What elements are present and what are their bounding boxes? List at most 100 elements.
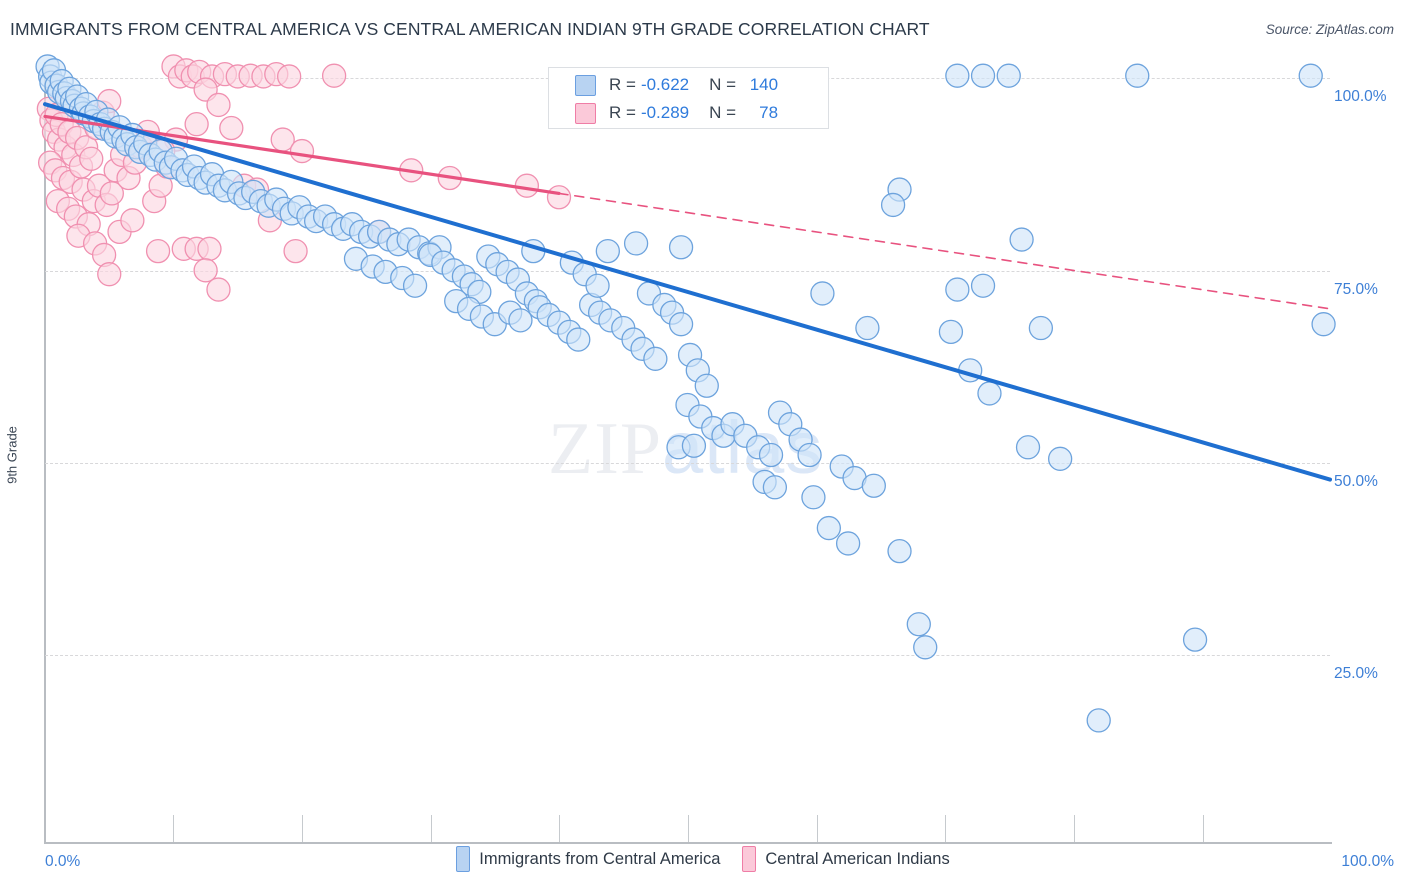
- scatter-point: [623, 231, 649, 256]
- scatter-point: [861, 473, 886, 498]
- stats-legend: R = -0.622 N = 140 R = -0.289 N = 78: [548, 67, 829, 129]
- scatter-point: [1298, 63, 1323, 88]
- series-legend-item-indians[interactable]: Central American Indians: [742, 846, 950, 872]
- x-axis-line: [44, 842, 1332, 844]
- gridline-25: [45, 655, 1330, 656]
- scatter-point: [945, 63, 970, 88]
- source-attribution: Source: ZipAtlas.com: [1265, 22, 1394, 37]
- series-swatch-blue-icon: [456, 846, 471, 872]
- n-value-blue: 140: [749, 75, 779, 94]
- y-axis-label: 9th Grade: [4, 426, 20, 484]
- scatter-point: [276, 64, 302, 89]
- scatter-point: [514, 173, 540, 198]
- scatter-point: [758, 442, 784, 468]
- scatter-point: [906, 612, 931, 637]
- scatter-point: [585, 273, 610, 298]
- r-label-blue: R =: [609, 75, 636, 94]
- scatter-point: [816, 515, 841, 541]
- y-tick-75: 75.0%: [1334, 281, 1378, 298]
- y-tick-100: 100.0%: [1334, 88, 1387, 105]
- scatter-point: [184, 112, 209, 137]
- legend-swatch-blue-icon: [575, 74, 596, 96]
- scatter-point: [913, 635, 938, 660]
- scatter-point: [595, 238, 620, 264]
- r-value-pink: -0.289: [640, 103, 690, 122]
- scatter-point: [402, 273, 428, 298]
- scatter-point: [546, 185, 572, 210]
- x-tick-60: [817, 815, 818, 842]
- x-tick-70: [945, 815, 946, 842]
- y-axis-line: [44, 62, 46, 843]
- y-tick-25: 25.0%: [1334, 665, 1378, 682]
- x-tick-40: [559, 815, 560, 842]
- scatter-point: [120, 208, 145, 233]
- scatter-point: [193, 258, 218, 283]
- scatter-point: [1015, 435, 1041, 460]
- scatter-point: [996, 63, 1021, 88]
- gridline-50: [45, 463, 1330, 464]
- page-title: IMMIGRANTS FROM CENTRAL AMERICA VS CENTR…: [10, 19, 930, 39]
- legend-swatch-pink-icon: [575, 102, 596, 124]
- x-tick-20: [302, 815, 303, 842]
- x-tick-10: [173, 815, 174, 842]
- n-label-blue: N =: [709, 75, 737, 94]
- scatter-point: [206, 92, 231, 118]
- series-legend-label-immigrants: Immigrants from Central America: [479, 849, 721, 868]
- trendline-blue: [43, 102, 1332, 482]
- scatter-point: [1009, 227, 1034, 252]
- x-tick-30: [431, 815, 432, 842]
- scatter-point: [99, 181, 124, 206]
- scatter-point: [762, 475, 788, 500]
- scatter-point: [508, 308, 533, 333]
- scatter-point: [321, 63, 347, 88]
- scatter-point: [643, 346, 668, 371]
- scatter-points-layer: [35, 54, 1336, 733]
- scatter-point: [797, 442, 822, 468]
- x-tick-80: [1074, 815, 1075, 842]
- series-legend-label-indians: Central American Indians: [765, 849, 950, 868]
- stats-legend-row-blue: R = -0.622 N = 140: [549, 71, 830, 99]
- scatter-point: [97, 262, 122, 287]
- scatter-point: [289, 138, 315, 164]
- scatter-point: [945, 277, 970, 302]
- trendline-pink-extension: [558, 192, 1331, 310]
- scatter-point: [801, 485, 826, 510]
- scatter-point: [206, 277, 231, 302]
- scatter-point: [1125, 63, 1150, 88]
- y-tick-50: 50.0%: [1334, 473, 1378, 490]
- scatter-point: [855, 315, 880, 341]
- scatter-point: [668, 312, 694, 337]
- r-value-blue: -0.622: [640, 75, 690, 94]
- scatter-point: [810, 281, 835, 306]
- x-tick-label-end: 100.0%: [1341, 853, 1394, 870]
- plot-area: [35, 54, 1336, 842]
- scatter-point: [79, 146, 104, 171]
- scatter-point: [887, 538, 912, 564]
- series-legend: Immigrants from Central America Central …: [0, 846, 1406, 872]
- scatter-point: [977, 381, 1002, 406]
- scatter-point: [668, 235, 694, 260]
- series-legend-item-immigrants[interactable]: Immigrants from Central America: [456, 846, 720, 872]
- scatter-point: [197, 236, 222, 261]
- x-tick-50: [688, 815, 689, 842]
- scatter-point: [145, 238, 171, 264]
- scatter-point: [694, 373, 719, 398]
- scatter-point: [681, 433, 707, 458]
- scatter-point: [1086, 708, 1111, 733]
- series-swatch-pink-icon: [742, 846, 757, 872]
- scatter-point: [835, 531, 861, 556]
- scatter-point: [1028, 315, 1054, 341]
- scatter-point: [1048, 446, 1073, 471]
- x-tick-90: [1203, 815, 1204, 842]
- scatter-point: [970, 63, 996, 88]
- scatter-point: [970, 273, 996, 298]
- scatter-point: [283, 238, 308, 264]
- x-tick-label-start: 0.0%: [45, 853, 81, 870]
- series-points-immigrants: [35, 54, 1336, 733]
- scatter-point: [938, 319, 964, 345]
- stats-legend-row-pink: R = -0.289 N = 78: [549, 99, 830, 127]
- n-label-pink: N =: [709, 103, 737, 122]
- scatter-point: [1311, 312, 1336, 337]
- gridline-75: [45, 271, 1330, 272]
